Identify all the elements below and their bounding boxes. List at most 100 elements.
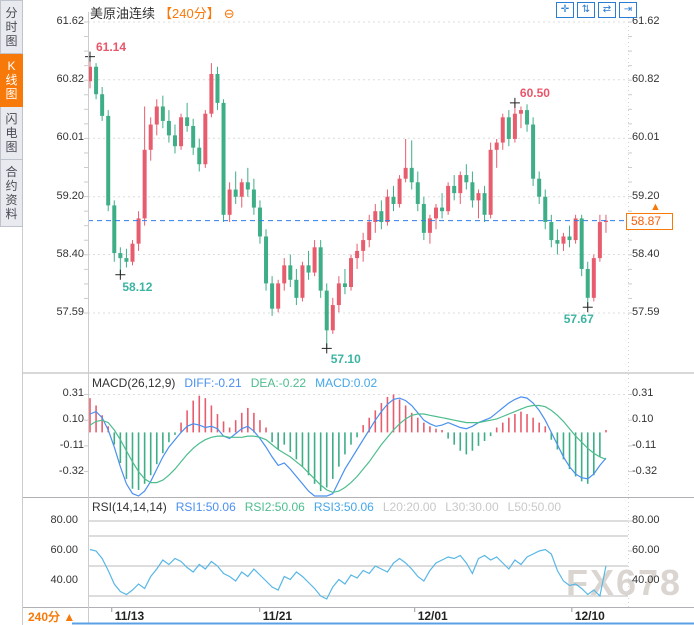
candle [500, 117, 505, 143]
candle [172, 135, 177, 147]
candle [464, 175, 469, 183]
candle [549, 222, 554, 241]
candle [349, 258, 354, 288]
candle [94, 66, 99, 95]
candle [537, 178, 542, 197]
candle [124, 258, 129, 262]
candle [136, 218, 141, 244]
candle [233, 189, 238, 197]
candle [591, 258, 596, 298]
candle [306, 265, 311, 273]
candle [112, 205, 117, 254]
candle [561, 236, 566, 244]
candle [221, 102, 226, 215]
candle [264, 236, 269, 284]
candle [197, 147, 202, 165]
candle [585, 268, 590, 298]
candle [543, 196, 548, 223]
candle [166, 120, 171, 136]
y-axis-zoom-icon[interactable]: ⇅ [577, 2, 595, 18]
candle [579, 218, 584, 269]
macd-diff-line [89, 396, 607, 497]
candle [106, 115, 111, 206]
candle [452, 185, 457, 194]
period-tag: 【240分】 [159, 6, 220, 21]
candle [573, 218, 578, 241]
candle [476, 193, 481, 201]
candle [397, 178, 402, 204]
candle [482, 193, 487, 215]
candle [427, 218, 432, 233]
candle [488, 149, 493, 215]
candle [373, 211, 378, 223]
candle [531, 124, 536, 179]
candle [385, 196, 390, 223]
candle [179, 117, 184, 147]
candle [342, 283, 347, 288]
pan-tool-icon[interactable]: ✛ [556, 2, 574, 18]
candle [215, 73, 220, 103]
candle [300, 265, 305, 298]
candle [270, 283, 275, 309]
sidebar-tab-contract-info[interactable]: 合约资料 [0, 160, 23, 227]
candle [324, 290, 329, 331]
candle [88, 66, 92, 82]
candle [154, 106, 159, 125]
chart-header: 美原油连续 【240分】 ⊖ [90, 3, 235, 22]
period-selector[interactable]: 240分 ▲ [28, 608, 75, 625]
candle [409, 167, 414, 183]
candle [379, 211, 384, 223]
candle [367, 222, 372, 241]
candle [555, 240, 560, 244]
candle [525, 110, 530, 125]
candle [245, 182, 250, 190]
candle [506, 117, 511, 139]
candle [433, 207, 438, 219]
candle [330, 305, 335, 331]
candle [130, 243, 135, 262]
candle [512, 113, 517, 139]
x-axis-zoom-icon[interactable]: ⇄ [598, 2, 616, 18]
candle [355, 250, 360, 259]
candle [421, 203, 426, 233]
candle [494, 142, 499, 150]
candle [185, 117, 190, 126]
candle [282, 265, 287, 284]
sidebar-tab-time-chart[interactable]: 分时图 [0, 0, 23, 54]
candle [391, 196, 396, 204]
candle [567, 236, 572, 241]
candle [227, 189, 232, 215]
candle [470, 182, 475, 201]
candle [336, 283, 341, 306]
candle [118, 253, 123, 259]
candle [148, 124, 153, 150]
last-price-tag: 58.87 [626, 213, 673, 230]
collapse-indicator-icon[interactable]: ⊖ [223, 6, 235, 21]
symbol-name: 美原油连续 [90, 6, 156, 21]
candle [160, 106, 165, 121]
candle [603, 220, 608, 223]
candle [209, 73, 214, 114]
candle [239, 182, 244, 197]
candle [403, 167, 408, 179]
period-selector-label: 240分 [28, 610, 61, 624]
sidebar-tab-lightning-chart[interactable]: 闪电图 [0, 107, 23, 160]
candle [251, 189, 256, 208]
candle [276, 283, 281, 309]
candle [518, 110, 523, 114]
chart-toolbar: ✛ ⇅ ⇄ ⇥ [556, 2, 637, 18]
candle [440, 207, 445, 212]
rsi-line [89, 548, 607, 600]
candle [191, 125, 196, 148]
shift-right-icon[interactable]: ⇥ [619, 2, 637, 18]
candle [100, 94, 105, 116]
period-selector-arrow-icon: ▲ [63, 610, 76, 624]
candle [312, 247, 317, 273]
candle [361, 240, 366, 251]
candle [415, 182, 420, 204]
candle [294, 279, 299, 298]
